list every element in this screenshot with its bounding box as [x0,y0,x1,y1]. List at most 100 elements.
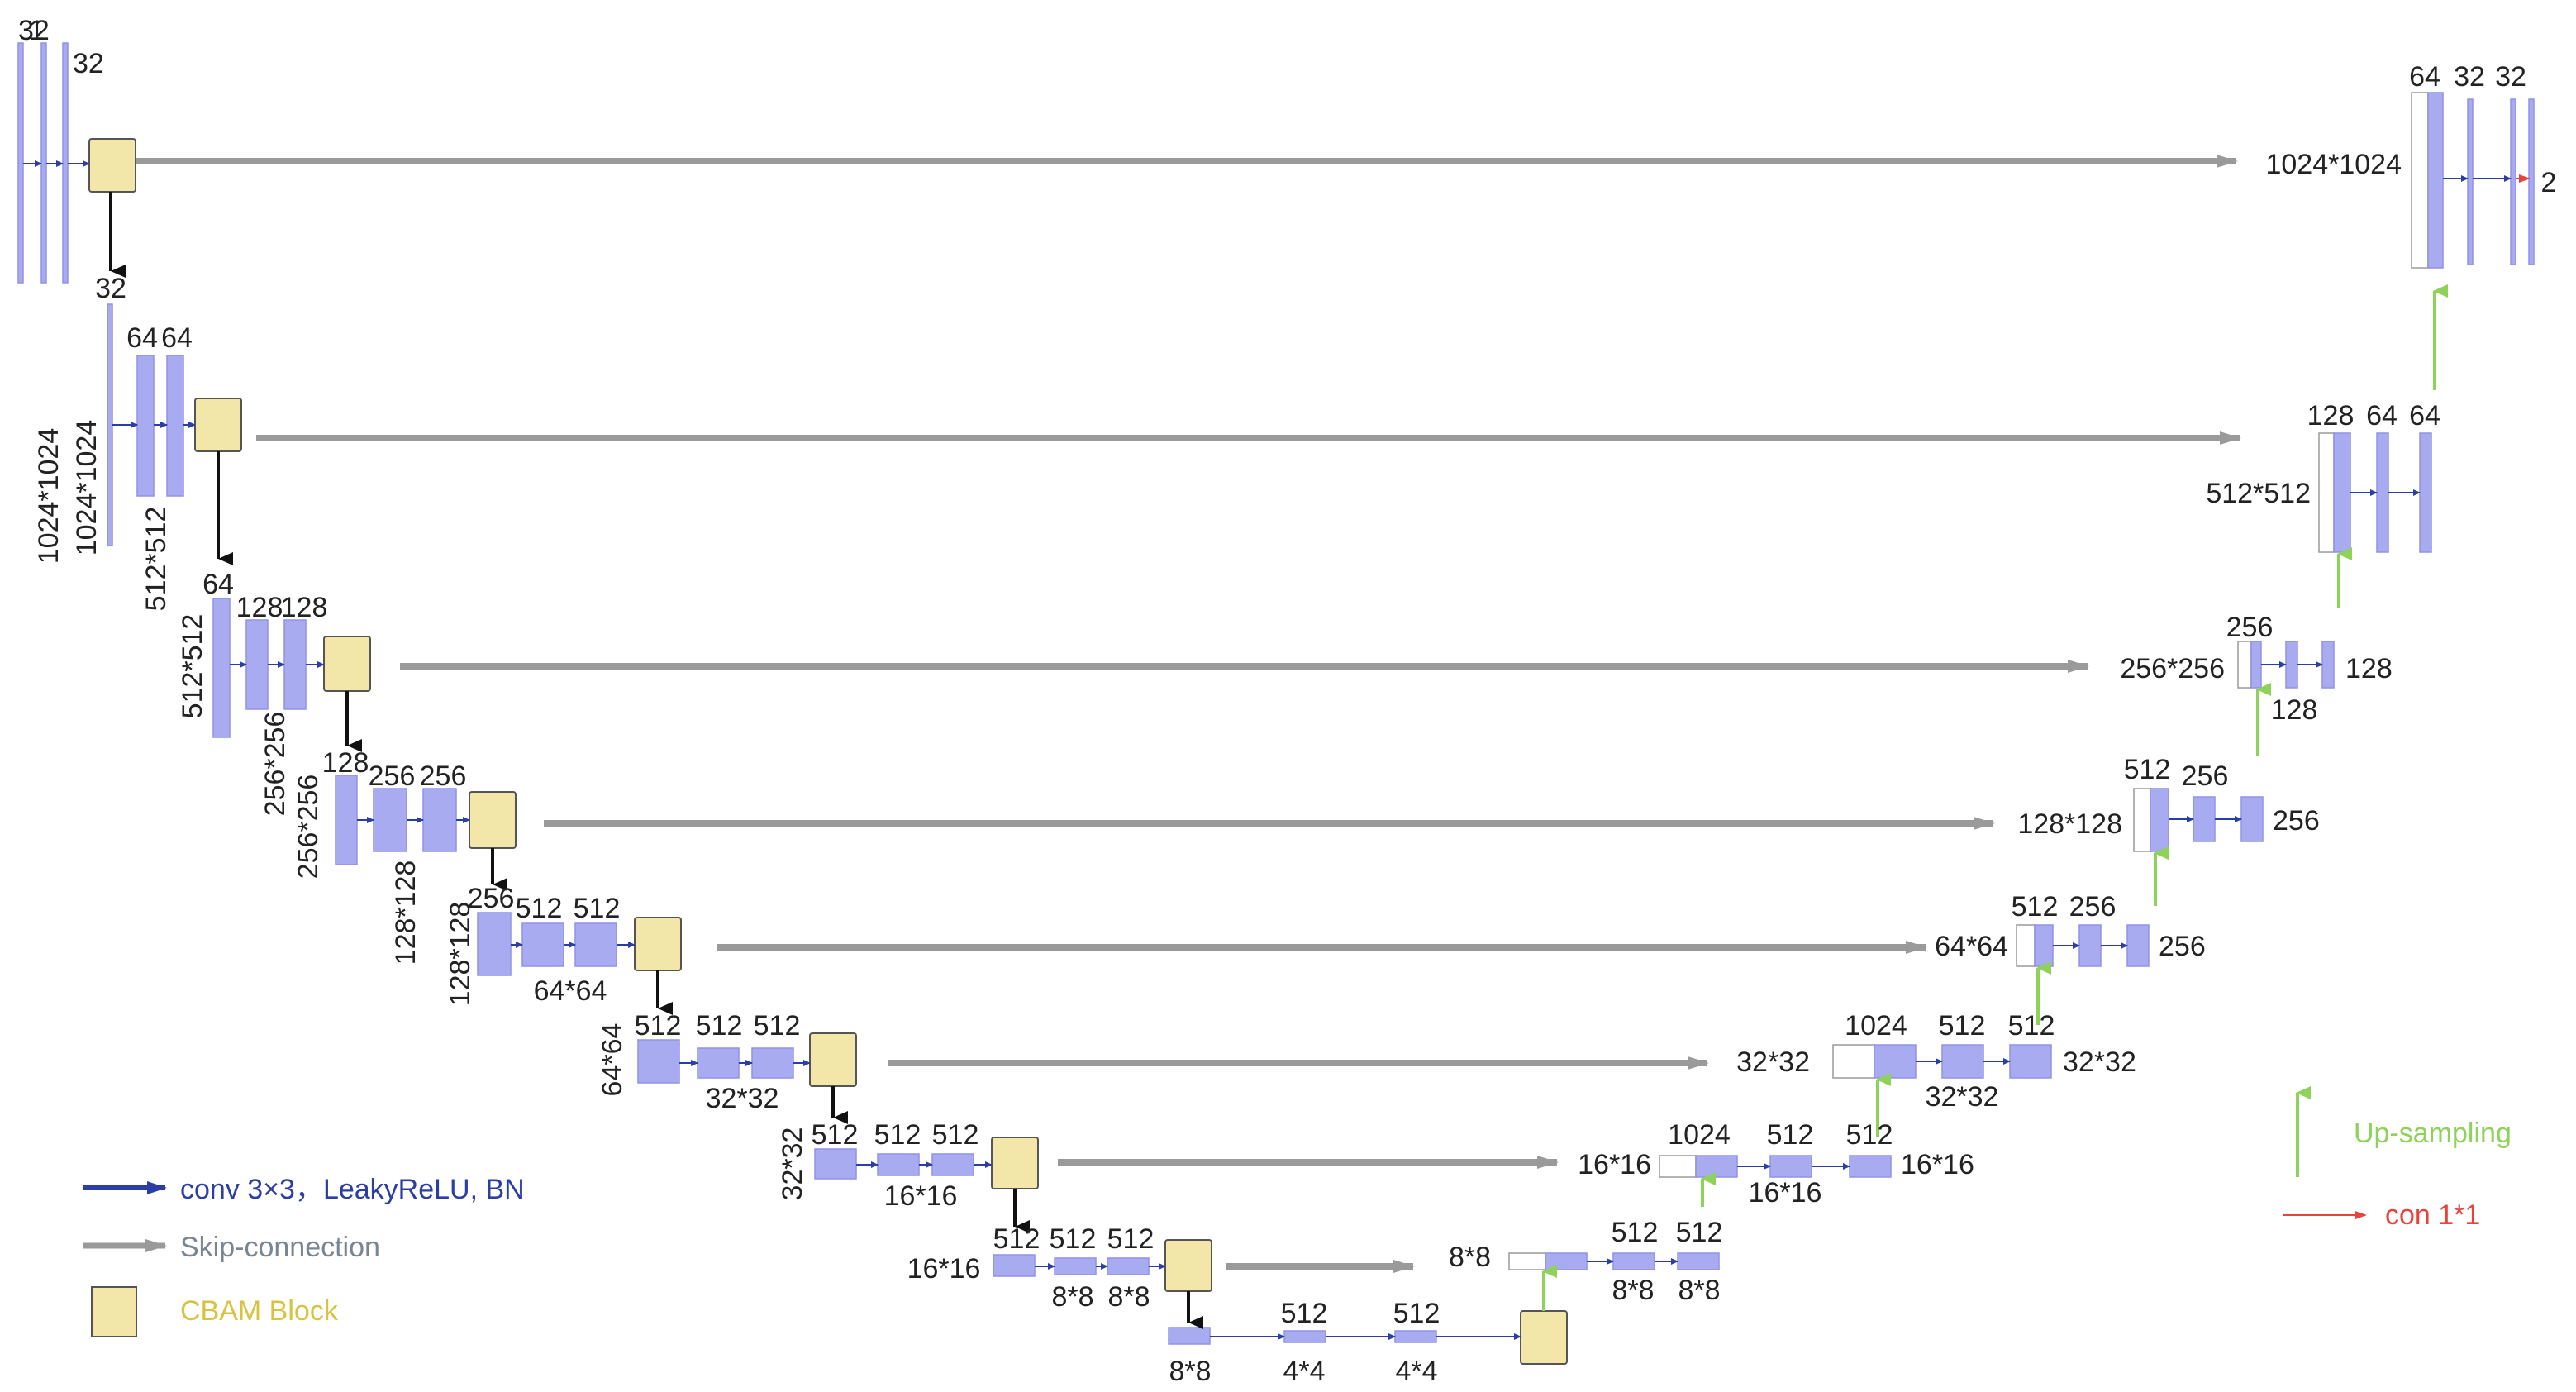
label-d2-size-in: 512*512 [2206,478,2311,509]
label-d5-ch-a: 256 [2069,891,2117,922]
label-e8-ch-in: 512 [993,1223,1040,1255]
label-d6-ch-in: 1024 [1845,1010,1907,1042]
feature-map-d8-conv-b [1677,1252,1720,1270]
legend-conv-label: conv 3×3，LeakyReLU, BN [180,1174,525,1205]
feature-map-d8-conv-a [1612,1252,1655,1270]
label-e7-ch-a: 512 [874,1119,921,1151]
feature-map-d5-up [2034,924,2054,967]
flow-arrows [23,160,2531,1340]
label-d6-ch-b: 512 [2008,1010,2055,1042]
feature-map-e3-conv-a [245,619,269,710]
label-d7-size-a: 16*16 [1749,1177,1822,1208]
feature-map-d6-up [1874,1044,1917,1079]
feature-map-d1-conv-a [2467,98,2474,265]
legend-upsampling-label: Up-sampling [2354,1118,2512,1149]
label-e4-ch-b: 256 [420,760,467,792]
legend-skip-label: Skip-connection [180,1232,380,1263]
cbam-block-e7 [991,1137,1039,1189]
label-d3-ch-out: 128 [2345,653,2393,684]
feature-map-d1-up [2427,92,2444,269]
label-e6-size-out: 32*32 [706,1083,779,1114]
label-d1-ch-a: 32 [2454,61,2485,93]
label-e1-size: 1024*1024 [33,428,64,565]
feature-map-e4-conv-a [373,788,407,852]
feature-map-d6-skip [1832,1044,1875,1079]
label-d3-ch-in: 256 [2226,612,2274,643]
feature-map-d3-conv-b [2321,641,2335,689]
feature-map-e5-conv-a [521,922,564,967]
label-d6-size-out: 32*32 [2063,1046,2136,1078]
label-e7-ch-b: 512 [932,1119,979,1151]
label-e6-size-in: 64*64 [597,1023,628,1097]
feature-maps [17,42,2535,1365]
label-b-ch-a: 512 [1281,1298,1328,1329]
label-d8-size-in: 8*8 [1449,1242,1491,1273]
label-d2-ch-in: 128 [2307,400,2355,431]
label-e8-ch-b: 512 [1107,1223,1155,1255]
feature-map-d5-conv-b [2126,924,2150,967]
feature-map-e6-input [637,1039,680,1084]
feature-map-d4-skip [2133,788,2151,852]
cbam-block-bottleneck [1520,1310,1568,1365]
label-e4-ch-a: 256 [369,760,416,792]
feature-map-d4-up [2150,788,2169,852]
label-b-ch-b: 512 [1393,1298,1440,1329]
cbam-block-e3 [323,636,371,692]
legend-cbam-icon [91,1286,137,1337]
label-d6-size-in: 32*32 [1736,1046,1810,1078]
feature-map-e3-input [212,598,231,738]
feature-map-d2-conv-a [2376,432,2389,553]
feature-map-e3-conv-b [283,619,307,710]
label-d7-ch-a: 512 [1767,1119,1814,1151]
feature-map-d8-skip [1508,1252,1546,1270]
feature-map-e7-conv-b [931,1153,974,1176]
feature-map-d3-skip [2237,641,2252,689]
label-d1-ch-out: 2 [2541,167,2557,198]
label-e8-ch-a: 512 [1050,1223,1097,1255]
label-e7-ch-in: 512 [812,1119,859,1151]
label-d1-ch-in: 64 [2409,61,2440,93]
label-e2-ch-in: 32 [95,273,126,304]
label-e1-ch-in: 1 [29,15,45,46]
label-d2-ch-a: 64 [2366,400,2397,431]
label-e5-ch-a: 512 [516,893,563,924]
label-e7-size-out: 16*16 [884,1180,958,1212]
feature-map-d3-conv-a [2285,641,2298,689]
label-b-size-in: 8*8 [1169,1356,1211,1387]
label-d4-ch-in: 512 [2124,754,2171,785]
feature-map-d5-skip [2016,924,2036,967]
feature-map-b-conv-b [1394,1330,1437,1343]
legend-con1x1-label: con 1*1 [2385,1199,2480,1231]
feature-map-d6-conv-b [2009,1044,2052,1079]
label-e6-ch-in: 512 [635,1010,682,1042]
feature-map-d1-conv-b [2510,98,2516,265]
cbam-block-e1 [88,138,136,193]
feature-map-e2-conv-b [166,355,184,497]
feature-map-d7-up [1695,1155,1738,1178]
label-e4-ch-in: 128 [322,747,369,779]
label-d6-size-a: 32*32 [1926,1081,1999,1113]
feature-map-d2-skip [2318,432,2335,553]
label-d8-ch-a: 512 [1612,1217,1659,1248]
feature-map-e1-conv-b [62,42,69,284]
feature-map-e8-conv-b [1107,1257,1150,1275]
label-e4-size-in: 256*256 [293,775,324,880]
label-e3-ch-b: 128 [281,592,328,623]
feature-map-d7-conv-b [1849,1155,1892,1178]
feature-map-b-input [1168,1327,1211,1345]
feature-map-d1-skip [2411,92,2429,269]
feature-map-b-conv-a [1283,1330,1326,1343]
label-e6-ch-b: 512 [754,1010,801,1042]
label-e4-size-out: 128*128 [390,860,421,965]
skip-connections [136,155,2241,1273]
feature-map-e1-input [17,42,24,284]
cbam-block-e6 [809,1032,857,1087]
label-e7-size-in: 32*32 [777,1127,808,1201]
label-e1-ch-a: 32 [18,15,50,46]
feature-map-e6-conv-a [697,1047,740,1079]
label-d1-ch-b: 32 [2495,61,2526,93]
label-d7-ch-b: 512 [1846,1119,1893,1151]
feature-map-e8-conv-a [1054,1257,1097,1275]
feature-map-e5-input [477,912,512,976]
